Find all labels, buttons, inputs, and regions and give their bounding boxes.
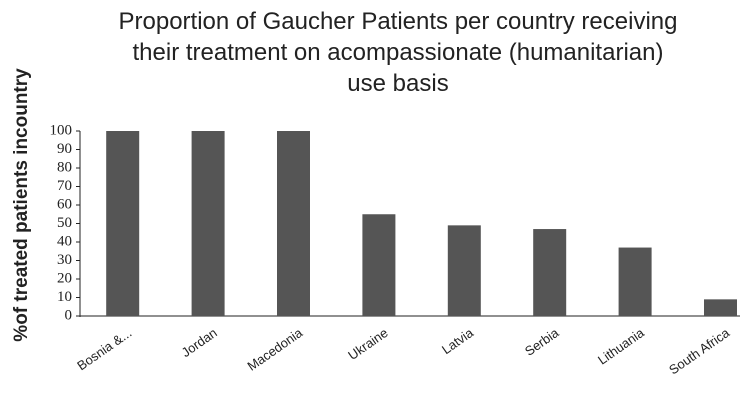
x-tick-label: South Africa	[666, 325, 733, 378]
bar	[704, 299, 737, 316]
y-tick-label: 50	[57, 215, 72, 231]
bar	[362, 214, 396, 316]
x-tick-label: Macedonia	[244, 325, 305, 374]
x-tick-label: Ukraine	[345, 325, 390, 363]
y-tick-label: 20	[57, 270, 72, 286]
x-tick-label: Lithuania	[595, 325, 647, 368]
bar	[618, 247, 652, 316]
y-tick-label: 10	[57, 289, 72, 305]
x-tick-label: Bosnia &...	[74, 325, 134, 373]
chart-title: Proportion of Gaucher Patients per count…	[118, 8, 678, 97]
bar	[533, 229, 567, 316]
bar	[277, 131, 310, 316]
x-tick-label: Jordan	[179, 325, 220, 360]
y-tick-label: 60	[57, 196, 72, 212]
bar	[191, 131, 225, 316]
y-tick-label: 90	[57, 141, 72, 157]
y-tick-label: 30	[57, 252, 72, 268]
y-tick-label: 40	[57, 233, 72, 249]
x-tick-label: Serbia	[522, 325, 562, 359]
y-tick-label: 0	[65, 307, 73, 323]
y-tick-label: 80	[57, 159, 72, 175]
y-axis-label: %of treated patients incountry	[11, 68, 32, 342]
y-tick-label: 100	[50, 122, 73, 138]
x-tick-label: Latvia	[439, 325, 477, 358]
y-tick-label: 70	[57, 178, 72, 194]
bar	[106, 131, 140, 316]
bar	[447, 225, 481, 316]
